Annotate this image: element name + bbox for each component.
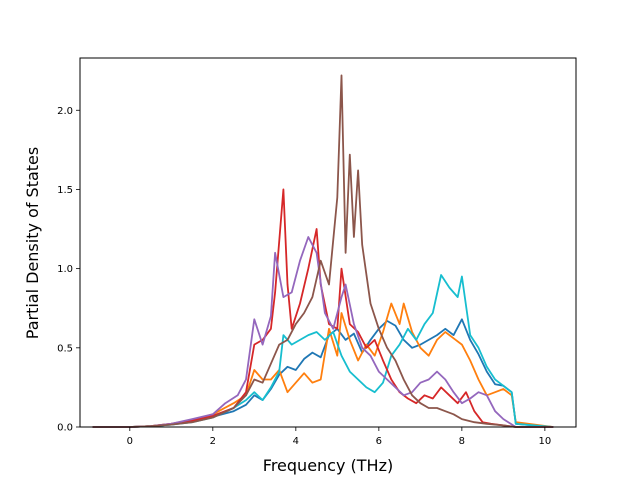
x-tick-label: 0 <box>127 436 133 447</box>
x-tick-label: 4 <box>293 436 299 447</box>
y-tick-label: 2.0 <box>57 106 73 117</box>
plot-frame <box>79 57 577 428</box>
y-axis-ticks: 0.0 0.5 1.0 1.5 2.0 <box>57 106 80 434</box>
y-axis-label: Partial Density of States <box>23 147 42 339</box>
x-axis-ticks: 0 2 4 6 8 10 <box>127 427 552 447</box>
x-axis-label: Frequency (THz) <box>263 456 393 475</box>
x-tick-label: 2 <box>210 436 216 447</box>
series-line-5 <box>92 236 554 428</box>
series-line-3 <box>92 274 554 428</box>
y-tick-label: 1.0 <box>57 264 73 275</box>
y-tick-label: 0.5 <box>57 343 73 354</box>
x-tick-label: 8 <box>459 436 465 447</box>
y-tick-label: 0.0 <box>57 423 73 434</box>
plot-area <box>80 58 576 427</box>
x-tick-label: 10 <box>539 436 552 447</box>
series-line-4 <box>92 188 554 428</box>
series-line-6 <box>92 74 554 428</box>
x-tick-label: 6 <box>376 436 382 447</box>
y-tick-label: 1.5 <box>57 185 73 196</box>
series-layer <box>92 74 554 428</box>
series-line-1 <box>92 318 554 428</box>
